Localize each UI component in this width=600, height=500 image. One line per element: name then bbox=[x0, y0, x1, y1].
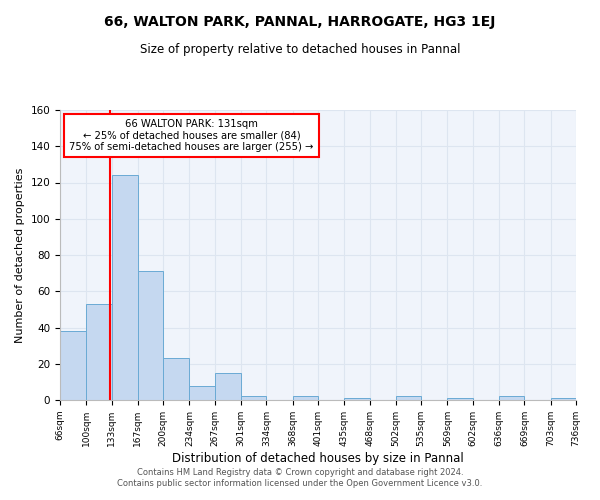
Bar bbox=[86, 304, 112, 400]
Bar bbox=[293, 396, 318, 400]
Y-axis label: Number of detached properties: Number of detached properties bbox=[15, 168, 25, 342]
Text: 66 WALTON PARK: 131sqm
← 25% of detached houses are smaller (84)
75% of semi-det: 66 WALTON PARK: 131sqm ← 25% of detached… bbox=[70, 118, 314, 152]
Bar bbox=[396, 396, 421, 400]
Bar bbox=[138, 272, 163, 400]
Text: Contains HM Land Registry data © Crown copyright and database right 2024.
Contai: Contains HM Land Registry data © Crown c… bbox=[118, 468, 482, 487]
Bar bbox=[215, 373, 241, 400]
X-axis label: Distribution of detached houses by size in Pannal: Distribution of detached houses by size … bbox=[172, 452, 464, 464]
Bar bbox=[112, 176, 138, 400]
Text: Size of property relative to detached houses in Pannal: Size of property relative to detached ho… bbox=[140, 42, 460, 56]
Bar bbox=[344, 398, 370, 400]
Bar bbox=[190, 386, 215, 400]
Bar bbox=[551, 398, 576, 400]
Bar bbox=[499, 396, 524, 400]
Bar bbox=[163, 358, 190, 400]
Text: 66, WALTON PARK, PANNAL, HARROGATE, HG3 1EJ: 66, WALTON PARK, PANNAL, HARROGATE, HG3 … bbox=[104, 15, 496, 29]
Bar bbox=[448, 398, 473, 400]
Bar bbox=[241, 396, 266, 400]
Bar bbox=[60, 331, 86, 400]
